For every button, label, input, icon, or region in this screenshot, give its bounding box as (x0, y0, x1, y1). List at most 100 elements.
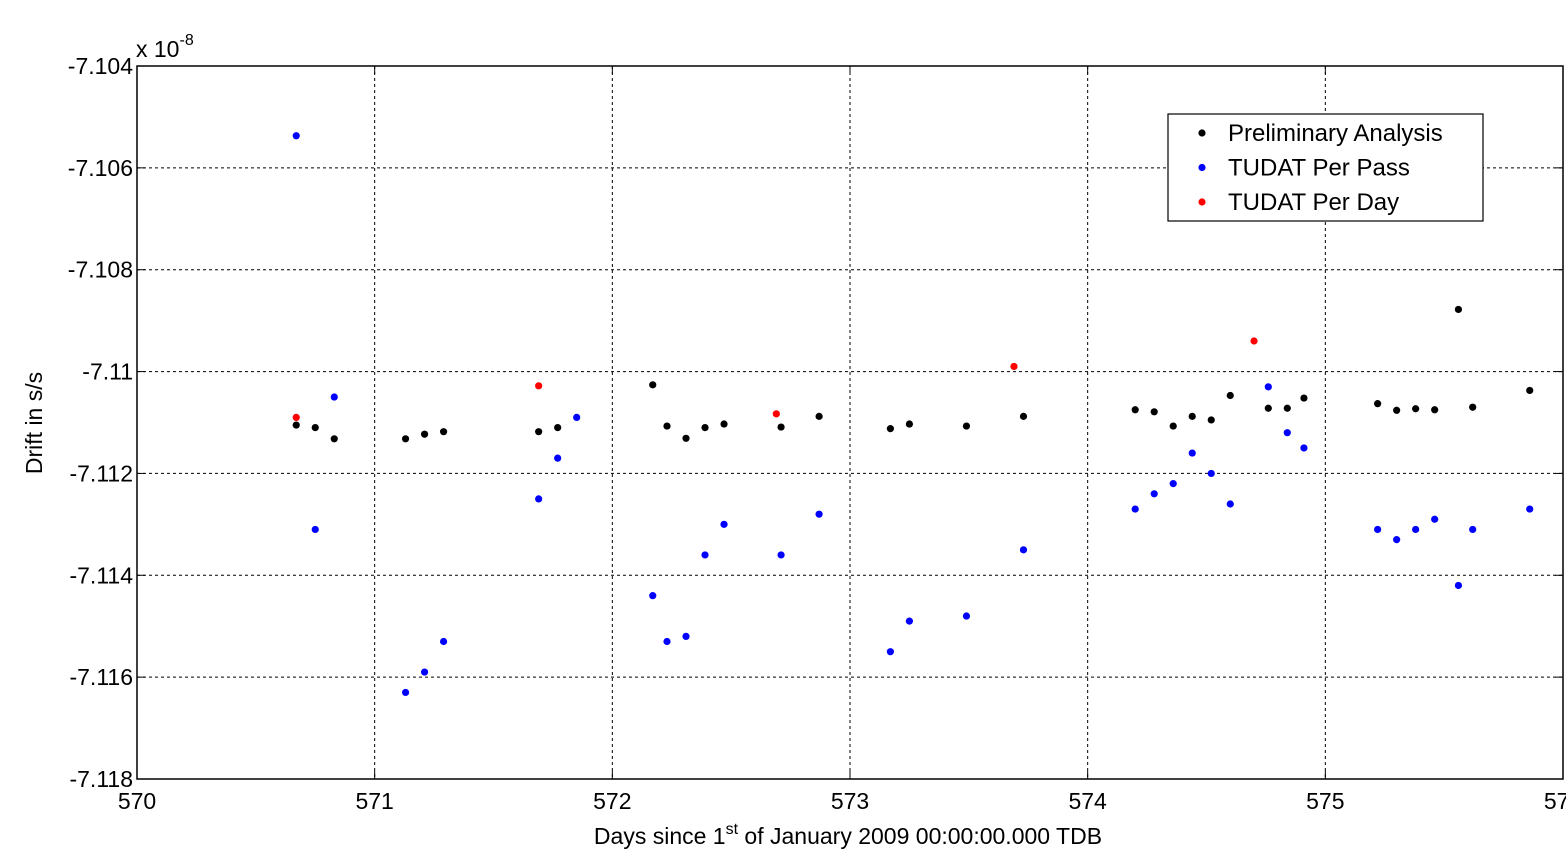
data-point (1374, 525, 1382, 534)
data-point (1131, 406, 1139, 414)
data-point (772, 410, 780, 418)
data-point (1226, 391, 1234, 400)
data-point (1412, 525, 1420, 534)
data-point (720, 420, 728, 428)
data-point (554, 423, 562, 432)
x-tick-label: 571 (355, 788, 393, 814)
x-tick-label: 573 (831, 788, 869, 814)
data-point (292, 132, 300, 140)
data-point (1188, 449, 1196, 457)
y-multiplier-base: x 10 (136, 36, 179, 62)
x-label-superscript: st (726, 821, 739, 838)
y-tick-label: -7.116 (69, 664, 133, 690)
data-point (962, 612, 971, 620)
data-point (1150, 490, 1158, 498)
data-point (663, 637, 671, 646)
data-point (701, 551, 709, 559)
data-point (1469, 525, 1477, 534)
x-tick-label: 576 (1544, 788, 1566, 814)
data-point (1264, 404, 1272, 412)
data-point (1250, 337, 1258, 345)
data-point (439, 637, 448, 646)
legend: Preliminary Analysis TUDAT Per Pass TUDAT … (1167, 113, 1484, 222)
data-point (1150, 408, 1158, 416)
x-label-part-2: of January 2009 00:00:00.000 TDB (738, 823, 1102, 849)
data-point (649, 381, 657, 389)
x-tick-label: 575 (1306, 788, 1344, 814)
data-point (1019, 412, 1028, 420)
data-point (1264, 383, 1272, 391)
data-point (1188, 412, 1196, 420)
x-tick-label: 572 (593, 788, 631, 814)
data-point (1283, 429, 1291, 437)
y-axis-label: Drift in s/s (21, 372, 47, 474)
x-tick-label: 570 (118, 788, 156, 814)
data-point (1283, 404, 1291, 412)
y-tick-label: -7.11 (82, 359, 133, 385)
legend-label: Preliminary Analysis (1228, 120, 1443, 147)
data-point (330, 435, 338, 443)
y-tick-label: -7.118 (69, 766, 133, 792)
data-point (1393, 406, 1401, 414)
legend-label: TUDAT Per Pass (1228, 155, 1410, 182)
data-point (292, 421, 300, 429)
data-point (535, 428, 543, 436)
data-point (1374, 400, 1382, 408)
data-point (1169, 422, 1177, 430)
data-point (1300, 444, 1308, 452)
data-point (1431, 515, 1439, 523)
data-point (292, 413, 300, 422)
legend-marker (1198, 198, 1206, 206)
data-point (649, 592, 657, 600)
data-point (777, 551, 785, 559)
data-point (1207, 469, 1215, 478)
data-point (535, 495, 543, 503)
data-point (815, 412, 823, 420)
legend-marker (1198, 163, 1206, 172)
data-point (1169, 480, 1177, 488)
y-tick-label: -7.114 (69, 562, 133, 588)
data-point (401, 435, 410, 443)
data-point (1526, 505, 1534, 513)
x-axis-label: Days since 1st of January 2009 00:00:00.… (594, 821, 1102, 849)
data-point (1131, 505, 1139, 513)
data-point (701, 423, 709, 432)
data-point (1454, 581, 1463, 590)
data-point (1393, 536, 1401, 544)
y-axis-multiplier: x 10-8 (136, 32, 194, 62)
data-point (535, 382, 543, 390)
y-tick-label: -7.108 (68, 257, 133, 283)
data-point (311, 525, 319, 534)
x-label-part-1: Days since 1 (594, 823, 726, 849)
data-point (330, 393, 338, 401)
data-point (1526, 386, 1534, 395)
x-tick-label: 574 (1068, 788, 1107, 814)
data-point (420, 430, 429, 438)
data-point (311, 423, 319, 432)
data-point (1226, 500, 1234, 508)
data-point (1010, 362, 1018, 371)
series-1 (292, 132, 1534, 697)
data-point (663, 422, 671, 430)
data-point (420, 668, 429, 676)
data-point (720, 520, 728, 528)
series-2 (292, 337, 1258, 422)
data-point (1207, 416, 1215, 424)
legend-box (1167, 113, 1484, 222)
data-point (1019, 546, 1028, 554)
legend-marker (1198, 129, 1206, 137)
data-point (1431, 406, 1439, 414)
data-point (682, 434, 690, 442)
data-point (682, 632, 690, 641)
series-0 (292, 305, 1534, 443)
data-point (554, 454, 562, 462)
data-point (886, 425, 895, 433)
legend-label: TUDAT Per Day (1228, 189, 1399, 216)
data-point (905, 617, 914, 625)
data-point (573, 413, 581, 422)
data-point (777, 423, 785, 431)
data-point (1469, 403, 1477, 411)
axis-ticks: 570 571 572 573 574 575 576 -7.118 -7.116 -7.114 -… (68, 53, 1566, 814)
data-point (1300, 394, 1308, 402)
